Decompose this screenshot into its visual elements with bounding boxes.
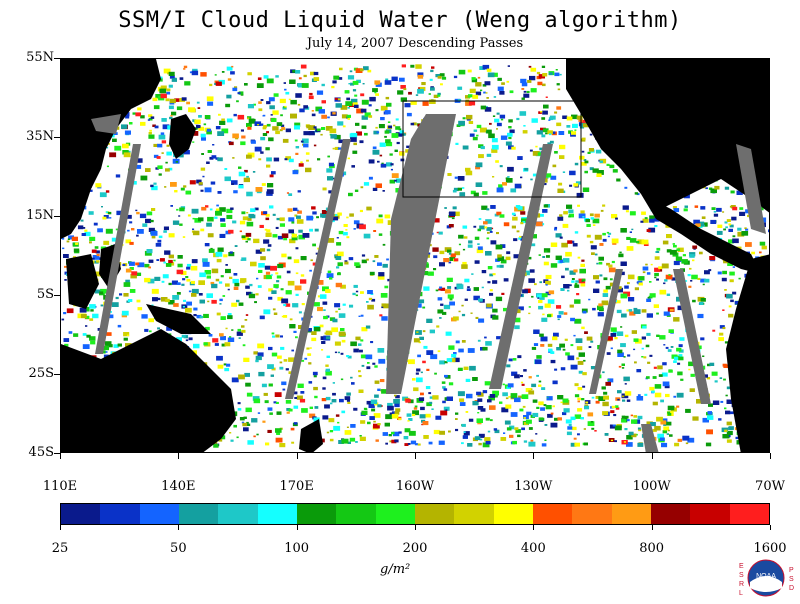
lon-label-110E: 110E [30, 479, 90, 494]
color-scale-tick [297, 525, 298, 530]
orbit-gap-2 [285, 139, 351, 399]
color-scale-segment [179, 504, 218, 524]
color-scale-segment [533, 504, 572, 524]
units-label: g/m² [380, 562, 410, 577]
noaa-badge-text: NOAA [756, 573, 776, 580]
lon-tick [652, 453, 653, 459]
lon-tick [533, 453, 534, 459]
lon-label-160W: 160W [385, 479, 445, 494]
japan-land [169, 114, 196, 159]
orbit-gap-3 [386, 114, 456, 394]
lat-label-5S: 5S [0, 287, 54, 302]
color-scale-segment [494, 504, 533, 524]
color-scale-label-50: 50 [148, 541, 208, 556]
map-canvas [61, 59, 770, 453]
new-guinea-land [146, 304, 211, 334]
new-zealand-land [299, 419, 323, 453]
esrl-psd-noaa-logo: NOAA E S R L P S D [736, 556, 796, 600]
color-scale-segment [218, 504, 257, 524]
svg-text:E: E [739, 563, 744, 570]
lon-tick [297, 453, 298, 459]
lat-label-15N: 15N [0, 208, 54, 223]
color-scale-segment [454, 504, 493, 524]
lon-tick [60, 453, 61, 459]
color-scale-tick [415, 525, 416, 530]
lat-tick [54, 137, 60, 138]
color-scale-segment [415, 504, 454, 524]
color-scale-segment [651, 504, 690, 524]
lon-label-130W: 130W [503, 479, 563, 494]
color-scale-tick [652, 525, 653, 530]
lat-label-55N: 55N [0, 50, 54, 65]
lat-tick [54, 295, 60, 296]
color-scale-tick [770, 525, 771, 530]
svg-text:S: S [739, 572, 744, 579]
color-scale-tick [178, 525, 179, 530]
svg-text:R: R [739, 581, 744, 588]
lat-tick [54, 374, 60, 375]
svg-text:S: S [789, 576, 794, 583]
lat-tick [54, 58, 60, 59]
lon-tick [178, 453, 179, 459]
lon-label-170E: 170E [267, 479, 327, 494]
svg-text:L: L [739, 590, 743, 597]
chart-title: SSM/I Cloud Liquid Water (Weng algorithm… [0, 8, 800, 33]
color-scale-label-1600: 1600 [740, 541, 800, 556]
color-scale-label-400: 400 [503, 541, 563, 556]
svg-text:P: P [789, 567, 794, 574]
north-america-land [566, 59, 770, 214]
color-scale-tick [533, 525, 534, 530]
color-scale-segment [572, 504, 611, 524]
color-scale-tick [60, 525, 61, 530]
svg-text:D: D [789, 585, 794, 592]
lon-label-70W: 70W [740, 479, 800, 494]
color-scale-segment [100, 504, 139, 524]
color-scale-segment [690, 504, 729, 524]
orbit-gap-6 [673, 269, 711, 404]
color-scale-segment [376, 504, 415, 524]
color-scale-segment [297, 504, 336, 524]
color-scale-label-25: 25 [30, 541, 90, 556]
lon-tick [415, 453, 416, 459]
color-scale-segment [336, 504, 375, 524]
lat-tick [54, 216, 60, 217]
color-scale-label-800: 800 [622, 541, 682, 556]
color-scale-label-200: 200 [385, 541, 445, 556]
lon-tick [770, 453, 771, 459]
color-scale-segment [61, 504, 100, 524]
color-scale-segment [258, 504, 297, 524]
lat-label-25S: 25S [0, 366, 54, 381]
lat-label-45S: 45S [0, 445, 54, 460]
color-scale-bar [60, 503, 770, 525]
chart-subtitle: July 14, 2007 Descending Passes [0, 36, 800, 51]
color-scale-segment [140, 504, 179, 524]
lat-label-35N: 35N [0, 129, 54, 144]
color-scale-label-100: 100 [267, 541, 327, 556]
color-scale-segment [612, 504, 651, 524]
lon-label-100W: 100W [622, 479, 682, 494]
map-panel [60, 58, 770, 453]
color-scale-segment [730, 504, 769, 524]
south-america-land [726, 254, 770, 453]
lon-label-140E: 140E [148, 479, 208, 494]
